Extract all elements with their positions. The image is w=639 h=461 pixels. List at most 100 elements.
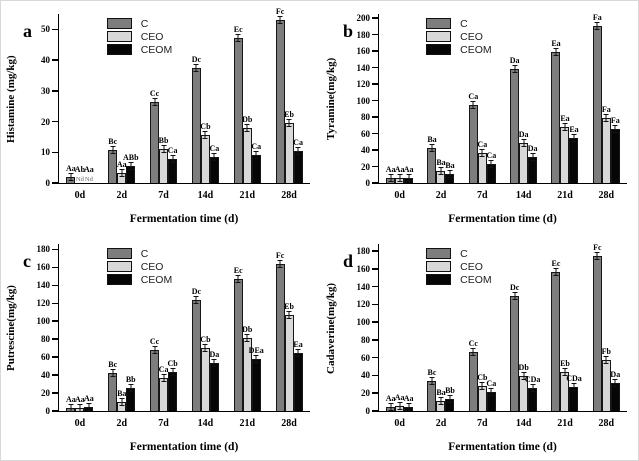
legend-item-ceom: CEOM: [106, 43, 172, 56]
error-bar: [594, 22, 600, 31]
error-bar: [470, 348, 476, 357]
y-tick-label: 180: [356, 29, 371, 40]
legend-item-ceo: CEO: [426, 30, 492, 43]
error-bar: [235, 275, 241, 284]
bar-c: Fc: [592, 243, 602, 411]
bar-group: Dc Cb Ca: [185, 14, 227, 183]
significance-label: Da: [518, 129, 529, 139]
x-category-label: 0d: [394, 190, 405, 201]
bar-ceom: Cb: [167, 359, 178, 411]
significance-label: Db: [242, 325, 253, 335]
significance-label: Ec: [233, 24, 243, 34]
error-bar: [244, 334, 250, 343]
significance-label: Ca: [209, 143, 220, 153]
y-tick-label: 80: [361, 112, 370, 123]
legend-label: C: [140, 247, 149, 260]
x-category-label: 7d: [158, 418, 169, 429]
significance-label: Cb: [167, 359, 178, 369]
bar-ceom: Ca: [293, 138, 303, 183]
legend-label: C: [140, 17, 149, 30]
y-tick-label: 160: [356, 46, 371, 57]
x-category-label: 28d: [598, 418, 615, 429]
bar-ceo: Ea: [560, 114, 570, 183]
x-category-label: 7d: [477, 190, 488, 201]
x-axis-label: Fermentation time (d): [129, 213, 239, 225]
error-bar: [512, 292, 518, 301]
bar-ceo: Ba: [436, 158, 446, 183]
y-tick: [51, 356, 58, 358]
bar-ceo: Da: [519, 130, 529, 183]
y-tick: [51, 248, 58, 251]
bar-group: Aa Aa Aa: [59, 244, 101, 413]
error-bar: [128, 383, 134, 392]
error-bar: [521, 372, 527, 381]
not-detected-label: Nd: [84, 175, 93, 183]
bar-group: Ca Ca Ca: [462, 14, 503, 183]
significance-label: Ea: [293, 339, 303, 349]
legend-swatch-ceom: [426, 274, 452, 285]
y-tick-label: 140: [356, 281, 371, 292]
bar-ceom: Ea: [569, 125, 579, 183]
plot-area: C CEO CEOM 0 10 20 30 40 50 Aa Ab Nd Aa Nd 0d Bc Aa AB…: [41, 7, 310, 201]
legend-swatch-ceo: [426, 261, 452, 272]
y-tick-label: 60: [361, 128, 370, 139]
legend-swatch-c: [426, 248, 452, 259]
significance-label: DEa: [248, 345, 264, 355]
error-bar: [295, 348, 301, 357]
x-category-label: 28d: [281, 190, 297, 201]
error-bar: [562, 122, 568, 131]
significance-label: Fb: [601, 347, 611, 357]
panel-letter: d: [343, 251, 354, 271]
error-bar: [211, 152, 217, 161]
legend-item-c: C: [426, 17, 492, 30]
error-bar: [286, 119, 292, 128]
significance-label: Ba: [436, 157, 446, 167]
significance-label: Aa: [75, 394, 85, 404]
legend: C CEO CEOM: [106, 17, 172, 56]
error-bar: [488, 388, 494, 397]
error-bar: [161, 373, 167, 382]
significance-label: Dc: [509, 283, 520, 293]
y-tick-label: 40: [361, 145, 370, 156]
error-bar: [406, 402, 412, 411]
bar-c: Ca: [468, 92, 478, 183]
bar-group: Fc Eb Ea: [268, 244, 310, 411]
legend-item-ceo: CEO: [106, 260, 173, 273]
bar-ceo: Fb: [602, 347, 611, 411]
bar-c: Bc: [108, 360, 118, 411]
bar-ceom: Aa: [404, 165, 414, 183]
bar-c: Bc: [427, 368, 437, 411]
significance-label: Aa: [84, 394, 94, 404]
y-tick-label: 160: [36, 262, 51, 273]
significance-label: Aa: [385, 165, 396, 175]
legend-item-c: C: [106, 247, 173, 260]
significance-label: Ba: [427, 135, 437, 145]
bar-c: Ba: [427, 135, 437, 183]
y-tick-label: 50: [41, 24, 50, 35]
legend-label: CEOM: [460, 43, 492, 56]
significance-label: Cb: [200, 335, 211, 345]
error-bar: [110, 145, 116, 154]
error-bar: [286, 310, 292, 319]
bar-c: Cc: [469, 339, 478, 411]
panel-c: c Putrescine(mg/kg) C CEO CEOM 0 20 40 60 80…: [1, 231, 321, 459]
bar-ceo: Db: [242, 115, 252, 183]
error-bar: [211, 358, 217, 367]
legend-label: CEOM: [140, 273, 173, 286]
y-tick: [371, 339, 378, 341]
legend-swatch-c: [426, 18, 452, 29]
y-tick: [371, 149, 378, 151]
y-tick-label: 200: [356, 13, 371, 24]
error-bar: [86, 403, 92, 412]
bar-group: Ec Eb CDa: [544, 244, 585, 411]
legend-item-ceom: CEOM: [426, 43, 492, 56]
significance-label: Da: [509, 56, 520, 66]
x-category-label: 14d: [515, 418, 532, 429]
significance-label: Aa: [66, 395, 76, 405]
significance-label: Dc: [191, 55, 202, 65]
bar-ceom: DEa: [249, 346, 264, 411]
significance-label: Ca: [251, 141, 262, 151]
x-axis-label: Fermentation time (d): [448, 441, 557, 453]
bar-c: Fc: [275, 7, 285, 183]
